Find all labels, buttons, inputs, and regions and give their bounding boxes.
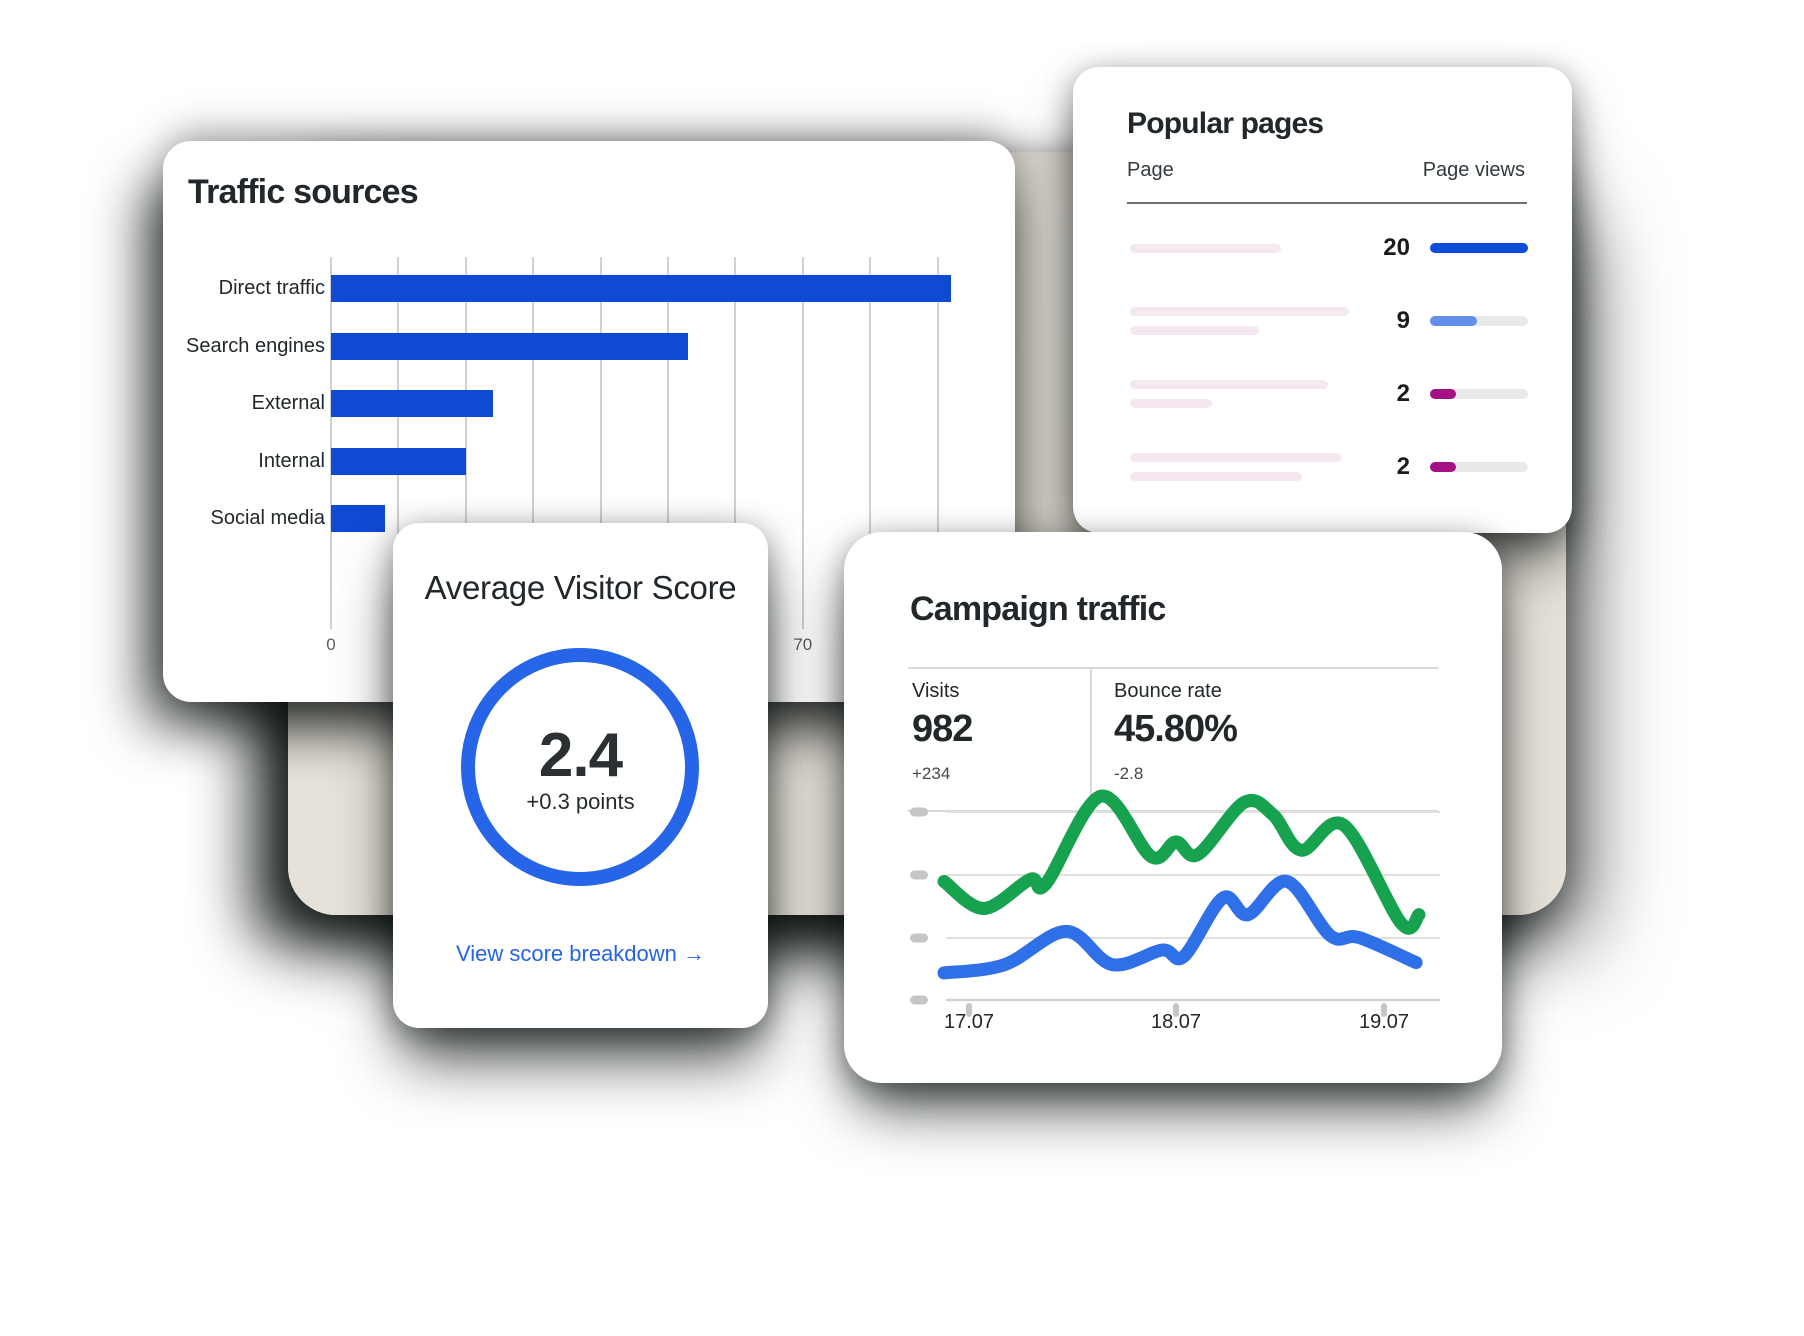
traffic-gridline: [801, 257, 804, 629]
y-axis-tick-dash: [910, 807, 928, 817]
traffic-axis-tick-label: 70: [793, 635, 813, 654]
visitor-score-title: Average Visitor Score: [424, 569, 737, 606]
traffic-gridline: [464, 257, 467, 629]
traffic-gridline: [599, 257, 602, 629]
traffic-gridline: [667, 257, 669, 629]
bounce-rate-value: 45.80%: [1114, 708, 1238, 750]
visits-label: Visits: [912, 680, 960, 702]
page-views-bar-fill: [1430, 243, 1528, 253]
campaign-series-blue-line: [937, 874, 1423, 980]
x-axis-tick: [1381, 1003, 1387, 1017]
placeholder-line: [1130, 399, 1212, 408]
column-header-page-views: Page views: [1422, 159, 1525, 181]
placeholder-line: [1130, 326, 1259, 335]
page-views-bar-fill: [1430, 389, 1456, 399]
popular-pages-title: Popular pages: [1127, 107, 1324, 140]
stats-divider-bottom: [908, 810, 1438, 812]
traffic-category-label: Direct traffic: [218, 277, 325, 299]
popular-page-row: 20: [1073, 225, 1572, 271]
traffic-plot: Direct traffic Search engines External Inte…: [163, 141, 1015, 702]
popular-pages-divider: [1127, 202, 1527, 204]
campaign-x-axis-label: 17.07: [943, 1011, 995, 1033]
page-views-bar-track: [1430, 316, 1528, 326]
traffic-gridline: [869, 257, 872, 629]
traffic-sources-title: Traffic sources: [188, 173, 419, 211]
page-title-placeholder: [1130, 307, 1349, 335]
visits-value: 982: [912, 708, 973, 750]
campaign-x-axis-label: 18.07: [1150, 1011, 1202, 1033]
traffic-bar: [331, 447, 466, 475]
page-views-count: 20: [1383, 234, 1410, 261]
view-score-breakdown-link[interactable]: View score breakdown →: [455, 941, 706, 966]
page-views-bar-track: [1430, 243, 1528, 253]
score-delta: +0.3 points: [526, 789, 635, 814]
popular-pages-rows: 20 9 2 2: [1073, 67, 1572, 533]
placeholder-line: [1130, 380, 1328, 389]
page-views-bar-fill: [1430, 316, 1477, 326]
bounce-rate-delta: -2.8: [1114, 764, 1144, 783]
traffic-gridline: [734, 257, 737, 629]
popular-pages-header: Page Page views: [1127, 159, 1525, 182]
traffic-bar: [331, 332, 689, 360]
traffic-category-label: Social media: [210, 507, 325, 529]
popular-page-row: 2: [1073, 371, 1572, 417]
stats-divider-vertical: [1090, 667, 1092, 810]
campaign-line-chart: [910, 789, 1440, 1017]
page-views-bar-track: [1430, 389, 1528, 399]
y-axis-tick-dash: [910, 870, 928, 880]
traffic-gridline: [532, 257, 535, 629]
stats-divider-top: [908, 667, 1438, 669]
traffic-bar: [331, 505, 385, 532]
placeholder-line: [1130, 307, 1349, 316]
placeholder-line: [1130, 453, 1341, 462]
y-axis-tick-dash: [910, 995, 928, 1005]
y-axis-tick-dash: [910, 933, 928, 943]
campaign-x-labels: 17.07 18.07 19.07: [844, 532, 1502, 1083]
page-title-placeholder: [1130, 243, 1281, 253]
visits-delta: +234: [912, 764, 951, 783]
popular-pages-card: Popular pages Page Page views 20 9 2 2: [1073, 67, 1572, 533]
placeholder-line: [1130, 472, 1302, 481]
popular-page-row: 9: [1073, 298, 1572, 344]
traffic-axis-tick-label: 0: [326, 635, 336, 654]
x-axis-tick: [1173, 1003, 1179, 1017]
page-views-bar-track: [1430, 462, 1528, 472]
visitor-score-card: Average Visitor Score 2.4 +0.3 points Vi…: [393, 523, 768, 1028]
score-value: 2.4: [538, 721, 623, 790]
page-views-bar-fill: [1430, 462, 1456, 472]
placeholder-line: [1130, 243, 1281, 253]
traffic-bar: [331, 275, 952, 302]
page-views-count: 2: [1396, 380, 1410, 407]
traffic-category-label: Search engines: [186, 334, 325, 357]
traffic-gridline: [936, 257, 939, 629]
traffic-gridline: [330, 257, 332, 629]
traffic-gridline: [397, 257, 400, 629]
page-title-placeholder: [1130, 453, 1341, 481]
bounce-rate-label: Bounce rate: [1114, 680, 1222, 702]
campaign-traffic-title: Campaign traffic: [910, 590, 1166, 628]
popular-page-row: 2: [1073, 444, 1572, 490]
page-views-count: 9: [1396, 307, 1410, 334]
column-header-page: Page: [1127, 159, 1174, 181]
traffic-category-label: External: [251, 392, 325, 414]
x-axis-tick: [966, 1003, 972, 1017]
page-title-placeholder: [1130, 380, 1328, 408]
campaign-x-axis-label: 19.07: [1358, 1011, 1410, 1033]
traffic-category-label: Internal: [258, 449, 325, 472]
campaign-traffic-card: Campaign traffic Visits 982 +234 Bounce …: [844, 532, 1502, 1083]
traffic-bar: [331, 390, 493, 417]
campaign-series-green-line: [937, 789, 1426, 935]
page-views-count: 2: [1396, 453, 1410, 480]
